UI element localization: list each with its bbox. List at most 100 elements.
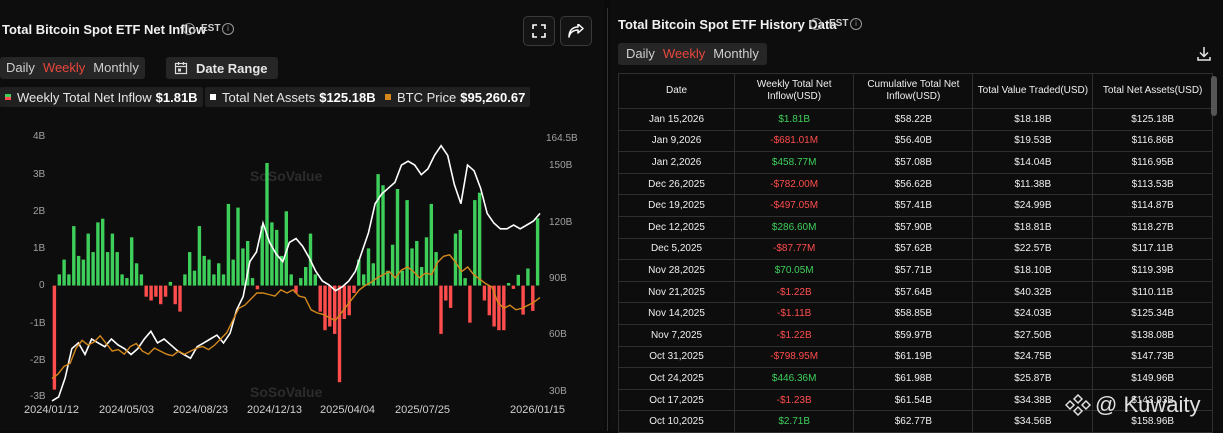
tab-monthly[interactable]: Monthly bbox=[713, 46, 759, 61]
table-row: Oct 31,2025 -$798.95M $61.19B $24.75B $147.7… bbox=[617, 345, 1213, 369]
legend-net-inflow[interactable]: Weekly Total Net Inflow $1.81B bbox=[0, 87, 203, 107]
table-cell-traded: $19.53B bbox=[972, 129, 1094, 153]
brand-overlay: @ Kuwaity bbox=[1065, 392, 1200, 418]
table-cell-inflow: $1.81B bbox=[734, 108, 855, 131]
column-header[interactable]: Weekly Total Net Inflow(USD) bbox=[734, 73, 855, 109]
table-cell-inflow: -$1.11B bbox=[734, 302, 855, 325]
table-cell-date: Oct 17,2025 bbox=[617, 388, 736, 412]
y-tick-left: -3B bbox=[30, 391, 46, 402]
y-tick-right: 164.5B bbox=[546, 133, 578, 144]
x-tick: 2024/08/23 bbox=[173, 404, 229, 416]
y-tick-left: 0 bbox=[39, 280, 45, 291]
y-tick-left: -1B bbox=[30, 318, 46, 329]
table-cell-date: Oct 31,2025 bbox=[617, 345, 736, 369]
legend-label: Weekly Total Net Inflow bbox=[17, 89, 152, 105]
legend-swatch bbox=[5, 94, 11, 100]
date-range-button[interactable]: Date Range bbox=[166, 57, 278, 79]
column-header[interactable]: Date bbox=[617, 73, 736, 109]
table-cell-date: Jan 9,2026 bbox=[617, 129, 736, 153]
table-cell-assets: $116.95B bbox=[1092, 151, 1213, 174]
binance-logo-icon bbox=[1065, 394, 1091, 416]
table-cell-assets: $125.18B bbox=[1092, 108, 1213, 131]
info-icon[interactable]: i bbox=[183, 23, 195, 35]
table-cell-cum: $57.08B bbox=[853, 151, 974, 174]
y-tick-left: 4B bbox=[33, 131, 46, 142]
table-row: Nov 14,2025 -$1.11B $58.85B $24.03B $125.34B bbox=[617, 302, 1213, 325]
column-header[interactable]: Total Net Assets(USD) bbox=[1092, 73, 1213, 109]
legend-btc-price[interactable]: BTC Price $95,260.67 bbox=[380, 87, 531, 107]
y-tick-right: 150B bbox=[549, 160, 573, 171]
table-cell-inflow: -$1.23B bbox=[734, 388, 855, 412]
info-icon[interactable]: i bbox=[810, 18, 822, 30]
legend-label: BTC Price bbox=[397, 89, 457, 105]
x-tick: 2026/01/15 bbox=[510, 404, 566, 416]
legend-value: $125.18B bbox=[319, 89, 376, 105]
table-cell-date: Nov 28,2025 bbox=[617, 259, 736, 282]
panel-divider bbox=[607, 8, 608, 431]
table-row: Nov 21,2025 -$1.22B $57.64B $40.32B $110.11B bbox=[617, 280, 1213, 304]
table-row: Jan 15,2026 $1.81B $58.22B $18.18B $125.18B bbox=[617, 108, 1213, 131]
table-cell-assets: $149.96B bbox=[1092, 367, 1213, 390]
y-tick-right: 90B bbox=[549, 273, 567, 284]
table-cell-traded: $18.81B bbox=[972, 215, 1094, 239]
tab-weekly[interactable]: Weekly bbox=[42, 60, 86, 75]
table-cell-traded: $27.50B bbox=[972, 323, 1094, 347]
fullscreen-button[interactable] bbox=[523, 16, 555, 46]
table-cell-inflow: -$87.77M bbox=[734, 237, 855, 261]
table-cell-date: Dec 5,2025 bbox=[617, 237, 736, 261]
table-row: Jan 9,2026 -$681.01M $56.40B $19.53B $116.86… bbox=[617, 129, 1213, 153]
table-cell-date: Dec 19,2025 bbox=[617, 194, 736, 217]
table-cell-cum: $57.41B bbox=[853, 194, 974, 217]
legend-swatch bbox=[210, 94, 216, 100]
table-cell-assets: $147.73B bbox=[1092, 345, 1213, 369]
column-header[interactable]: Cumulative Total Net Inflow(USD) bbox=[853, 73, 974, 109]
table-cell-inflow: $458.77M bbox=[734, 151, 855, 174]
table-cell-date: Jan 2,2026 bbox=[617, 151, 736, 174]
table-row: Dec 12,2025 $286.60M $57.90B $18.81B $118.27… bbox=[617, 215, 1213, 239]
table-cell-assets: $125.34B bbox=[1092, 302, 1213, 325]
timezone-info-icon[interactable]: i bbox=[222, 23, 234, 35]
table-cell-traded: $14.04B bbox=[972, 151, 1094, 174]
brand-text: @ Kuwaity bbox=[1095, 392, 1201, 417]
table-cell-traded: $18.18B bbox=[972, 108, 1094, 131]
table-row: Oct 24,2025 $446.36M $61.98B $25.87B $149.96… bbox=[617, 367, 1213, 390]
table-cell-cum: $57.62B bbox=[853, 237, 974, 261]
share-button[interactable] bbox=[560, 16, 592, 46]
tab-monthly[interactable]: Monthly bbox=[93, 60, 139, 75]
table-cell-date: Nov 21,2025 bbox=[617, 280, 736, 304]
y-tick-left: 1B bbox=[33, 243, 46, 254]
y-tick-right: 120B bbox=[549, 217, 573, 228]
table-cell-cum: $61.54B bbox=[853, 388, 974, 412]
table-cell-assets: $119.39B bbox=[1092, 259, 1213, 282]
table-cell-assets: $138.08B bbox=[1092, 323, 1213, 347]
table-cell-inflow: -$782.00M bbox=[734, 172, 855, 196]
legend-total-assets[interactable]: Total Net Assets $125.18B bbox=[205, 87, 381, 107]
tab-daily[interactable]: Daily bbox=[626, 46, 655, 61]
table-cell-date: Jan 15,2026 bbox=[617, 108, 736, 131]
table-cell-traded: $25.87B bbox=[972, 367, 1094, 390]
download-button[interactable] bbox=[1196, 46, 1212, 67]
table-scrollbar[interactable] bbox=[1211, 76, 1217, 116]
legend-value: $1.81B bbox=[155, 89, 198, 105]
table-cell-assets: $113.53B bbox=[1092, 172, 1213, 196]
table-cell-traded: $11.38B bbox=[972, 172, 1094, 196]
x-tick: 2024/05/03 bbox=[99, 404, 155, 416]
table-cell-traded: $22.57B bbox=[972, 237, 1094, 261]
table-cell-date: Dec 26,2025 bbox=[617, 172, 736, 196]
table-cell-cum: $62.77B bbox=[853, 410, 974, 433]
table-cell-cum: $57.71B bbox=[853, 259, 974, 282]
table-cell-cum: $59.97B bbox=[853, 323, 974, 347]
table-header-row: Date Weekly Total Net Inflow(USD) Cumula… bbox=[617, 73, 1213, 109]
y-tick-left: 2B bbox=[33, 206, 46, 217]
history-title: Total Bitcoin Spot ETF History Data bbox=[618, 17, 837, 32]
y-tick-right: 30B bbox=[549, 386, 567, 397]
tab-daily[interactable]: Daily bbox=[6, 60, 35, 75]
tab-weekly[interactable]: Weekly bbox=[662, 46, 706, 61]
table-cell-inflow: $446.36M bbox=[734, 367, 855, 390]
table-row: Nov 7,2025 -$1.22B $59.97B $27.50B $138.08B bbox=[617, 323, 1213, 347]
table-cell-traded: $18.10B bbox=[972, 259, 1094, 282]
download-icon bbox=[1197, 47, 1211, 61]
column-header[interactable]: Total Value Traded(USD) bbox=[972, 73, 1094, 109]
timezone-info-icon[interactable]: i bbox=[850, 18, 862, 30]
history-table: Date Weekly Total Net Inflow(USD) Cumula… bbox=[617, 73, 1213, 433]
